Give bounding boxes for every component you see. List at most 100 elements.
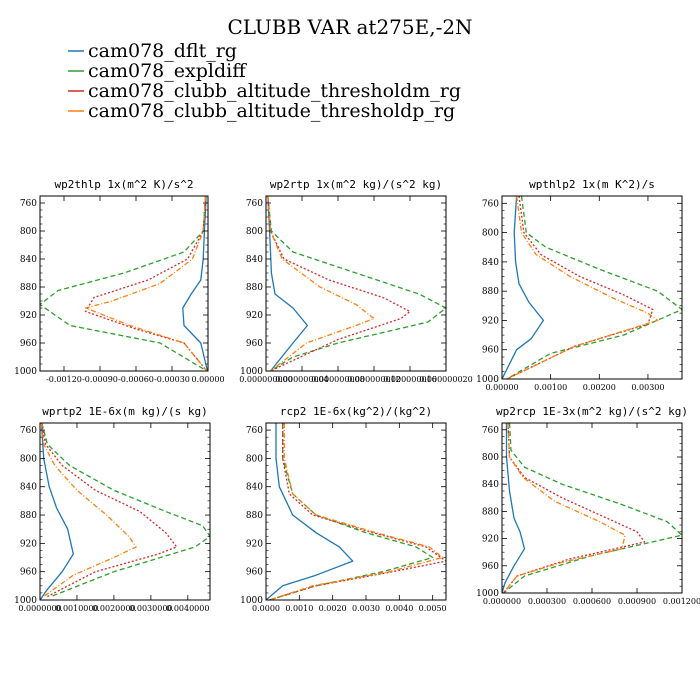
y-tick-label: 800: [246, 227, 263, 237]
series-line: [40, 423, 74, 600]
x-tick-label: 0.000000: [483, 597, 521, 606]
y-tick-label: 880: [246, 511, 263, 521]
series-line: [506, 196, 659, 379]
y-tick-label: 800: [482, 229, 499, 239]
legend-label: cam078_clubb_altitude_thresholdp_rg: [88, 100, 455, 122]
series-line: [41, 423, 210, 598]
series-group: [502, 423, 682, 593]
x-tick-label: -0.00090: [82, 375, 118, 384]
x-tick-label: 0.000900: [618, 597, 656, 606]
series-line: [502, 196, 545, 379]
x-tick-label: 0.0000: [252, 604, 280, 613]
y-tick-label: 840: [246, 255, 263, 265]
y-tick-label: 960: [20, 568, 37, 578]
y-tick-label: 800: [20, 454, 37, 464]
y-tick-label: 1000: [14, 596, 37, 606]
y-tick-label: 800: [246, 454, 263, 464]
series-line: [267, 196, 309, 371]
y-tick-label: 960: [482, 562, 499, 572]
x-tick-label: 0.000600: [573, 597, 611, 606]
y-tick-label: 800: [482, 453, 499, 463]
x-tick-label: 0.0010000: [55, 604, 98, 613]
plot-frame: [501, 195, 683, 380]
y-tick-label: 960: [246, 568, 263, 578]
x-tick-label: -0.00060: [118, 375, 154, 384]
y-tick-label: 760: [246, 426, 263, 436]
plot-frame: [501, 422, 683, 594]
legend-entry: cam078_dflt_rg: [68, 40, 237, 62]
y-tick-label: 760: [482, 426, 499, 436]
series-line: [269, 423, 446, 600]
y-tick-label: 880: [20, 511, 37, 521]
series-group: [502, 196, 682, 379]
plot-frame: [265, 422, 447, 601]
legend-entry: cam078_clubb_altitude_thresholdm_rg: [68, 80, 461, 102]
panel: rcp2 1E-6x(kg^2)/(kg^2) 760 800 840 880 920 96…: [240, 405, 447, 613]
y-tick-label: 960: [20, 339, 37, 349]
x-tick-label: 0.0050: [419, 604, 447, 613]
y-tick-label: 960: [246, 339, 263, 349]
x-tick-label: 0.0040000: [166, 604, 209, 613]
panel-title: wp2thlp 1x(m^2 K)/s^2: [54, 178, 193, 191]
series-line: [182, 196, 208, 371]
panel: wp2rtp 1x(m^2 kg)/(s^2 kg) 760 800 840 880 92…: [239, 178, 472, 384]
legend-entry: cam078_clubb_altitude_thresholdp_rg: [68, 100, 455, 122]
y-tick-label: 1000: [240, 367, 263, 377]
y-tick-label: 880: [20, 283, 37, 293]
y-tick-label: 760: [20, 199, 37, 209]
y-tick-label: 880: [246, 283, 263, 293]
series-line: [84, 196, 208, 371]
y-tick-label: 920: [20, 539, 37, 549]
y-tick-label: 840: [20, 255, 37, 265]
y-tick-label: 880: [482, 507, 499, 517]
series-line: [506, 196, 654, 379]
panel-title: rcp2 1E-6x(kg^2)/(kg^2): [280, 405, 432, 418]
legend-label: cam078_dflt_rg: [88, 40, 237, 62]
series-line: [269, 423, 434, 600]
x-tick-label: 0.000000020: [419, 375, 472, 384]
panel-title: wprtp2 1E-6x(m kg)/(s kg): [42, 405, 208, 418]
x-tick-label: 0.00000: [191, 375, 224, 384]
x-tick-label: 0.000000016: [383, 375, 436, 384]
x-tick-label: 0.000000004: [275, 375, 328, 384]
y-tick-label: 960: [482, 346, 499, 356]
y-tick-label: 840: [482, 258, 499, 268]
y-tick-label: 1000: [240, 596, 263, 606]
x-tick-label: 0.000000008: [311, 375, 364, 384]
panel-title: wp2rcp 1E-3x(m^2 kg)/(s^2 kg): [496, 405, 688, 418]
legend-label: cam078_clubb_altitude_thresholdm_rg: [88, 80, 461, 102]
panel-title: wp2rtp 1x(m^2 kg)/(s^2 kg): [270, 178, 442, 191]
series-line: [502, 423, 526, 593]
series-group: [267, 196, 446, 371]
x-tick-label: -0.00120: [46, 375, 82, 384]
y-tick-label: 760: [482, 199, 499, 209]
series-line: [502, 423, 646, 593]
series-line: [269, 423, 444, 600]
series-line: [41, 423, 178, 598]
panel: wp2rcp 1E-3x(m^2 kg)/(s^2 kg) 760 800 840 88…: [476, 405, 700, 606]
figure-title: CLUBB VAR at275E,-2N: [227, 15, 472, 39]
y-tick-label: 840: [246, 483, 263, 493]
y-tick-label: 840: [482, 480, 499, 490]
series-group: [266, 423, 446, 600]
x-tick-label: 0.00000: [485, 383, 518, 392]
y-tick-label: 920: [246, 539, 263, 549]
x-tick-label: 0.000300: [528, 597, 566, 606]
x-tick-label: 0.0020000: [92, 604, 135, 613]
legend-label: cam078_expldiff: [88, 60, 247, 82]
panels: wp2thlp 1x(m^2 K)/s^2 760 800 840 880 920 960 1…: [14, 178, 700, 613]
x-tick-label: 0.000000000: [239, 375, 292, 384]
x-tick-label: 0.0030: [352, 604, 380, 613]
series-line: [40, 423, 137, 598]
series-line: [502, 423, 626, 593]
y-tick-label: 760: [20, 426, 37, 436]
x-tick-label: 0.001200: [663, 597, 700, 606]
series-line: [40, 196, 208, 371]
series-line: [503, 423, 682, 593]
legend: cam078_dflt_rg cam078_expldiff cam078_cl…: [68, 40, 461, 122]
x-tick-label: 0.0040: [385, 604, 413, 613]
series-group: [40, 196, 208, 371]
plot-frame: [39, 195, 209, 372]
series-group: [40, 423, 210, 600]
x-tick-label: 0.000000012: [347, 375, 400, 384]
